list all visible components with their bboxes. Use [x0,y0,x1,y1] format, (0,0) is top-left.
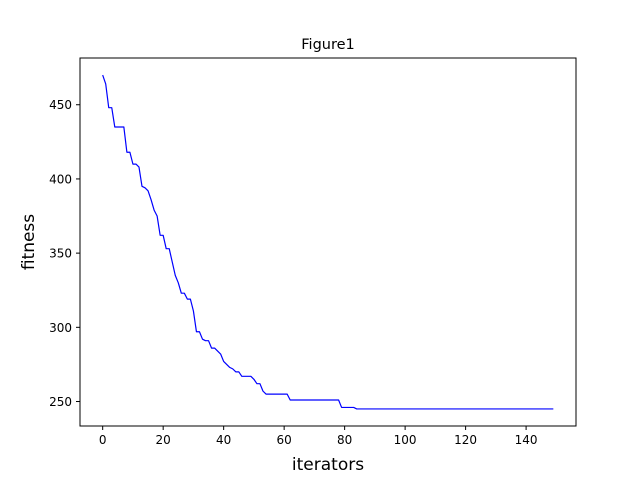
x-tick-label: 20 [156,433,171,447]
x-tick-label: 0 [99,433,107,447]
x-tick-label: 60 [277,433,292,447]
y-tick-label: 450 [49,98,72,112]
y-axis: 250 300 350 400 450 [49,98,80,409]
chart-title: Figure1 [301,37,355,53]
x-tick-label: 120 [454,433,477,447]
series-line-0 [102,74,554,410]
y-tick-label: 300 [49,321,72,335]
y-tick-label: 400 [49,172,72,186]
x-tick-label: 40 [216,433,231,447]
x-axis: 0 20 40 60 80 100 120 140 [99,426,538,447]
x-tick-label: 80 [337,433,352,447]
y-axis-label: fitness [19,214,39,270]
plot-area [102,74,554,410]
x-axis-label: iterators [292,455,364,475]
x-tick-label: 140 [515,433,538,447]
x-tick-label: 100 [394,433,417,447]
y-tick-label: 250 [49,395,72,409]
y-tick-label: 350 [49,247,72,261]
plot-frame [79,57,577,427]
